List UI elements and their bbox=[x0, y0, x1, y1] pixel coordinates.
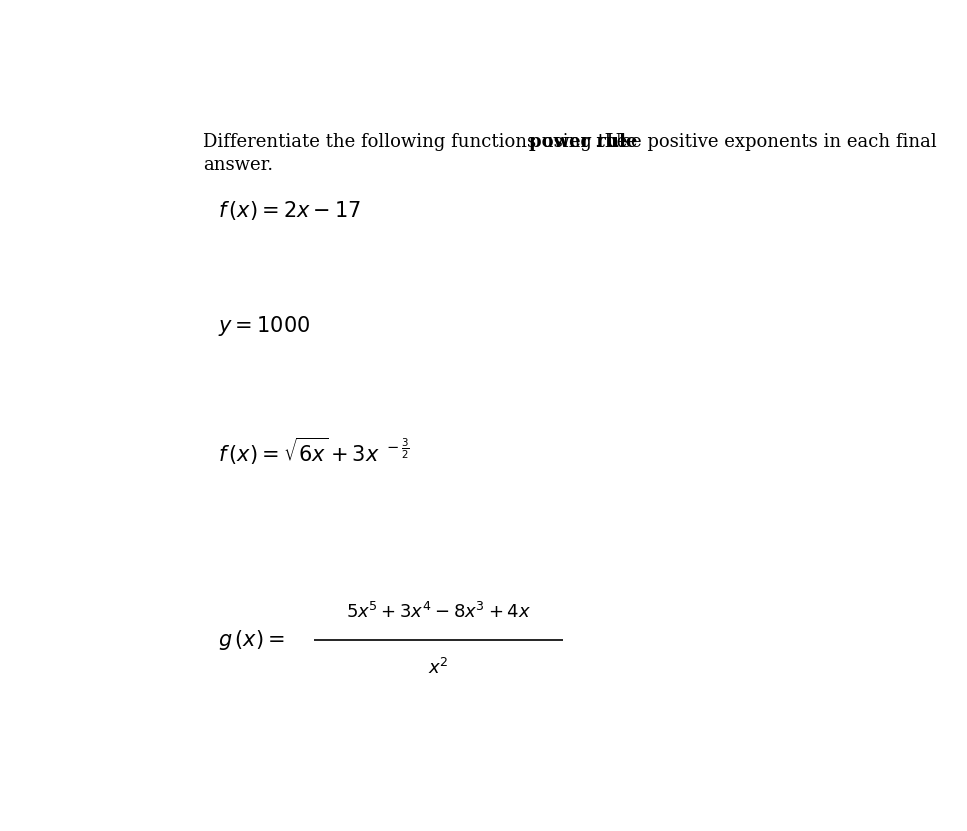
Text: $f\,(x) = 2x - 17$: $f\,(x) = 2x - 17$ bbox=[219, 199, 362, 222]
Text: $g\,(x) =$: $g\,(x) =$ bbox=[219, 628, 285, 652]
Text: $5x^5 + 3x^4 - 8x^3 + 4x$: $5x^5 + 3x^4 - 8x^3 + 4x$ bbox=[346, 602, 531, 622]
Text: power rule: power rule bbox=[529, 133, 637, 151]
Text: answer.: answer. bbox=[203, 156, 274, 174]
Text: $y = 1000$: $y = 1000$ bbox=[219, 314, 310, 338]
Text: $x^2$: $x^2$ bbox=[428, 658, 449, 678]
Text: Differentiate the following functions using the: Differentiate the following functions us… bbox=[203, 133, 633, 151]
Text: . Use positive exponents in each final: . Use positive exponents in each final bbox=[596, 133, 937, 151]
Text: $f\,(x) = \sqrt{6x} + 3x^{\ -\frac{3}{2}}$: $f\,(x) = \sqrt{6x} + 3x^{\ -\frac{3}{2}… bbox=[219, 435, 410, 467]
